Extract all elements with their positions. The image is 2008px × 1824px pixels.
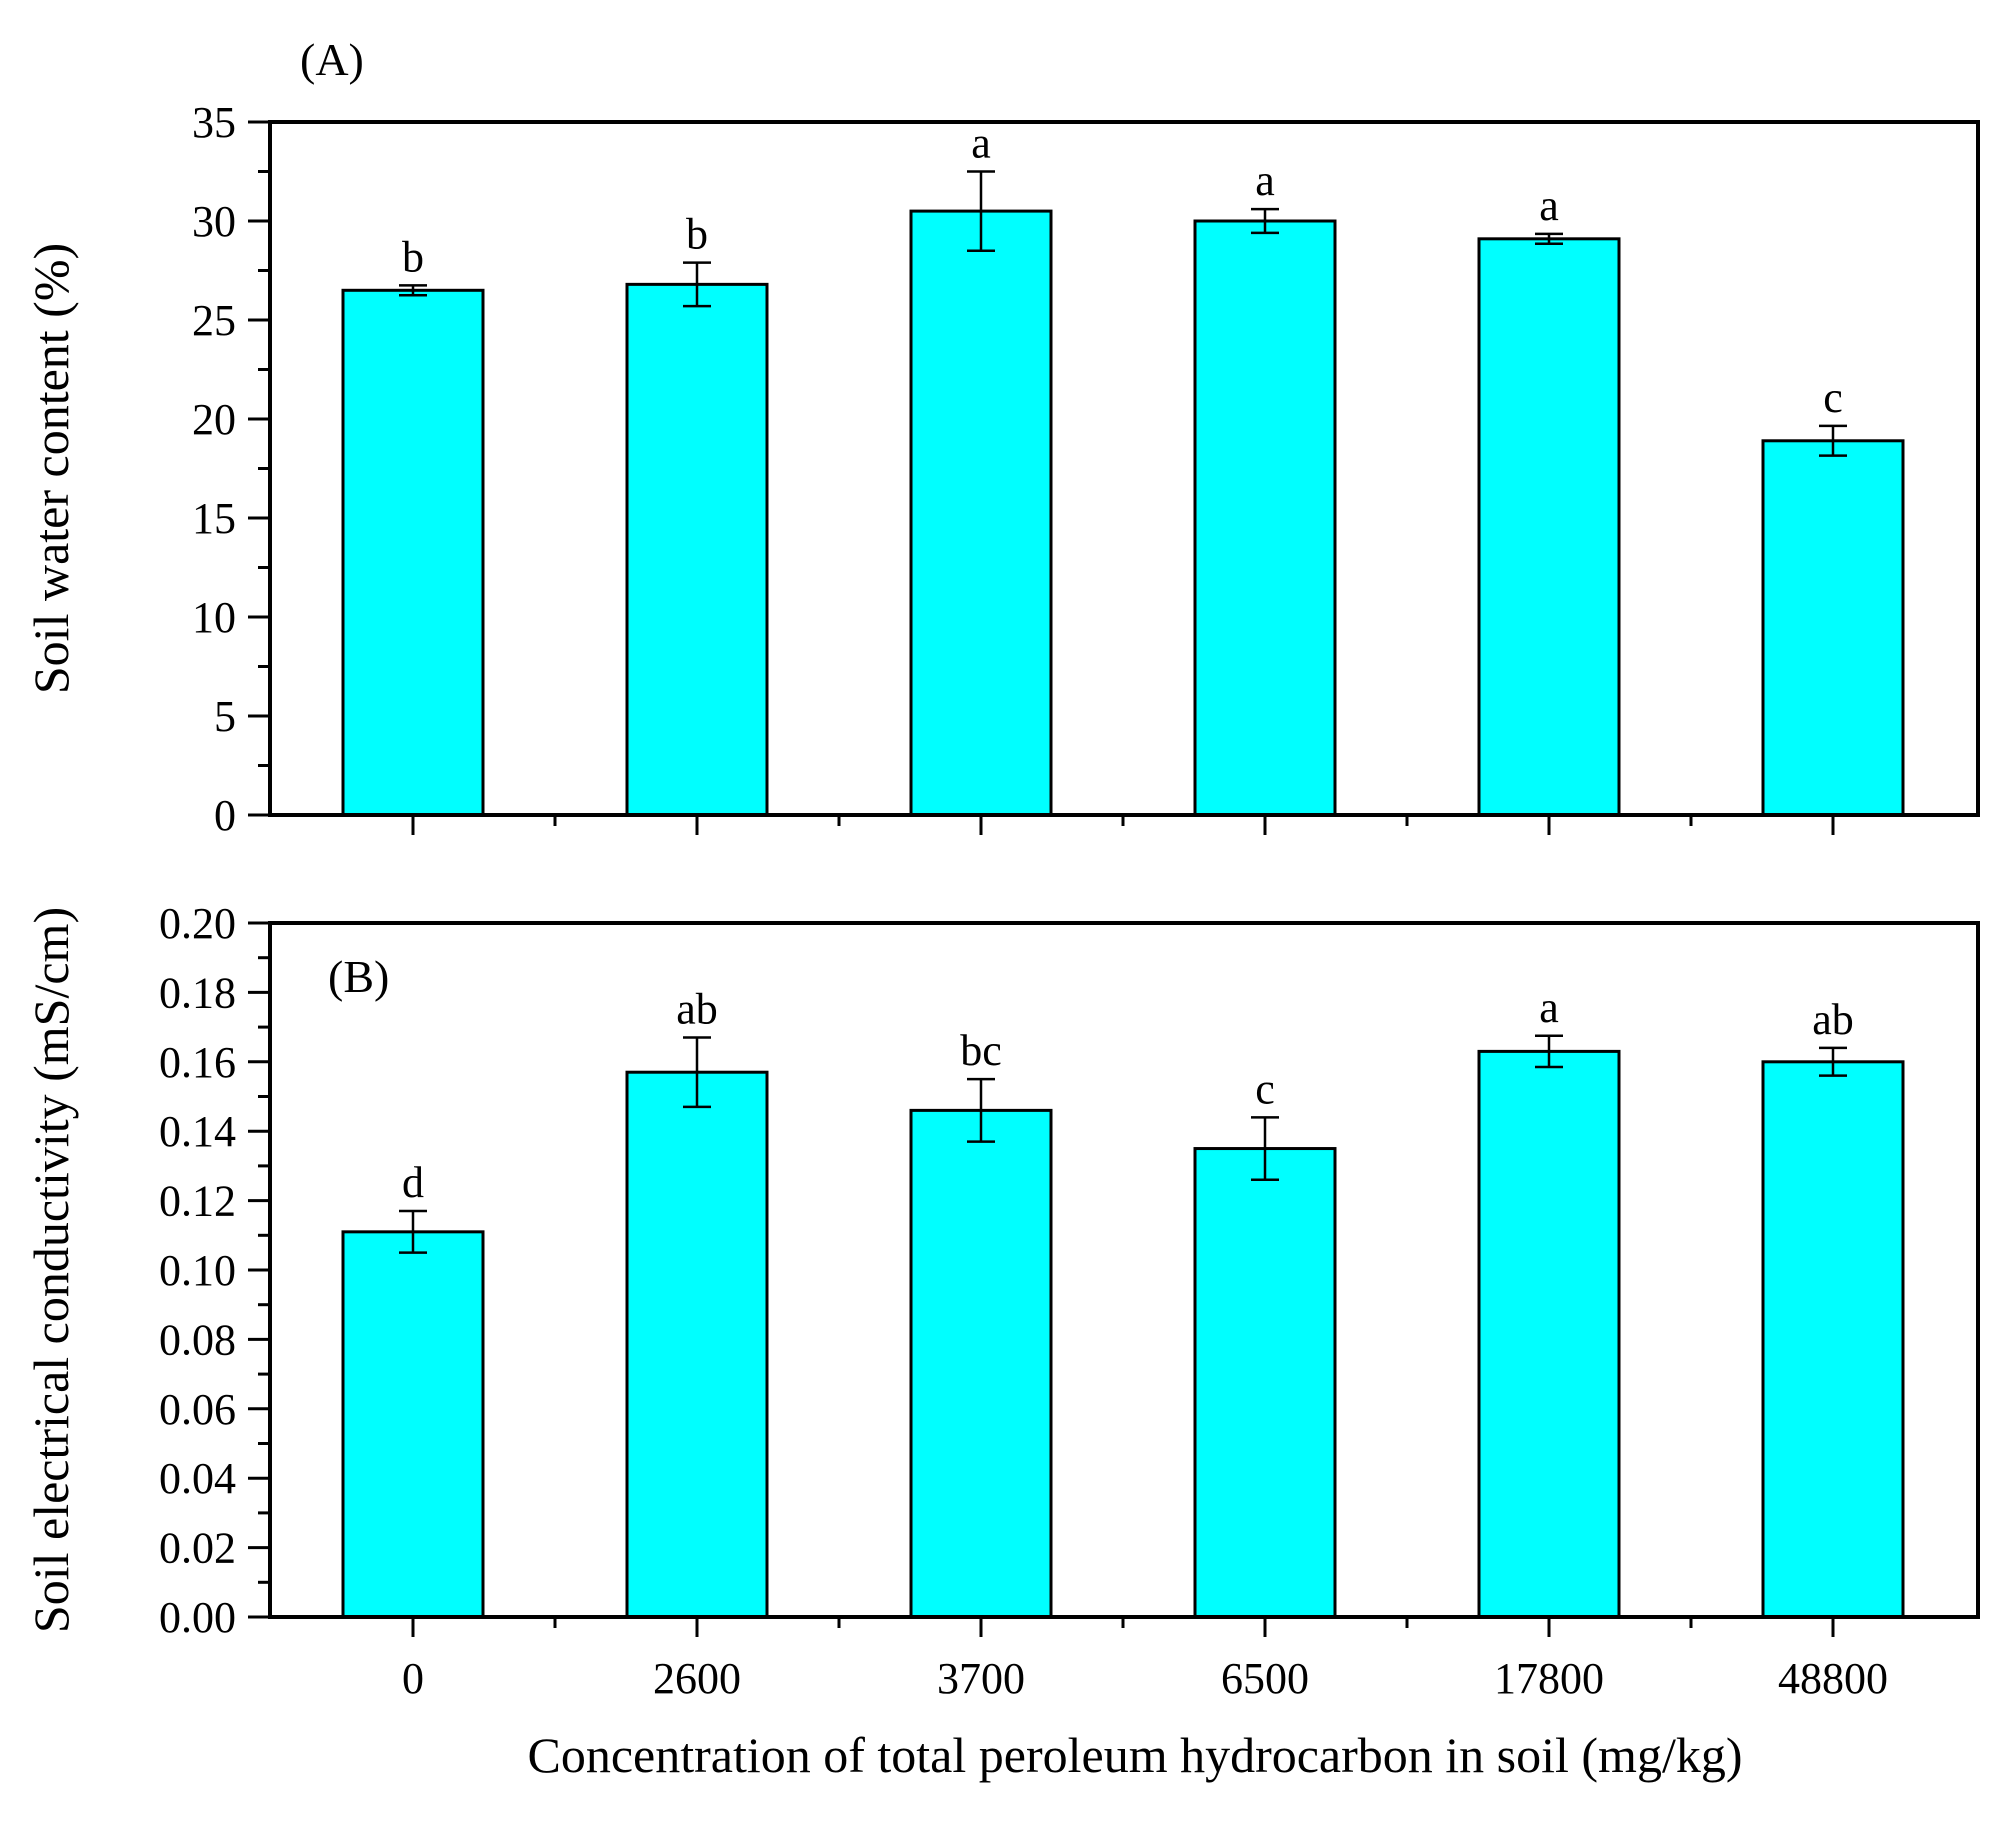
y-tick-label: 15: [192, 494, 236, 543]
bar-0: [341, 1230, 485, 1619]
bar-2600: [625, 1070, 769, 1619]
significance-label-2600: ab: [676, 985, 718, 1034]
bar-6500: [1193, 219, 1337, 817]
significance-label-6500: a: [1255, 156, 1275, 205]
bar-0: [341, 288, 485, 817]
panel-label: (A): [300, 34, 364, 85]
y-tick-label: 0.14: [159, 1107, 236, 1156]
significance-label-48800: c: [1823, 373, 1843, 422]
y-tick-label: 0.02: [159, 1524, 236, 1573]
y-tick-label: 0.00: [159, 1593, 236, 1642]
plot-frame: [268, 921, 1980, 1619]
significance-label-3700: a: [971, 119, 991, 168]
significance-label-0: d: [402, 1158, 424, 1207]
panel-label: (B): [328, 951, 389, 1002]
x-axis-title: Concentration of total peroleum hydrocar…: [528, 1727, 1743, 1783]
significance-label-0: b: [402, 232, 424, 281]
x-tick-label: 0: [402, 1654, 424, 1703]
y-axis-title: Soil water content (%): [23, 243, 79, 694]
significance-label-2600: b: [686, 210, 708, 259]
y-tick-label: 35: [192, 98, 236, 147]
bar-3700: [909, 209, 1053, 817]
significance-label-48800: ab: [1812, 995, 1854, 1044]
bar-2600: [625, 282, 769, 817]
x-tick-label: 6500: [1221, 1654, 1309, 1703]
y-tick-label: 0.04: [159, 1454, 236, 1503]
y-tick-label: 20: [192, 395, 236, 444]
plot-frame: [268, 120, 1980, 817]
x-tick-label: 17800: [1494, 1654, 1604, 1703]
y-tick-label: 10: [192, 593, 236, 642]
bar-48800: [1761, 439, 1905, 817]
significance-label-3700: bc: [960, 1026, 1002, 1075]
bar-17800: [1477, 237, 1621, 817]
y-tick-label: 0: [214, 791, 236, 840]
x-tick-label: 2600: [653, 1654, 741, 1703]
significance-label-17800: a: [1539, 983, 1559, 1032]
significance-label-17800: a: [1539, 181, 1559, 230]
panel-b-chart: d ab bc c a ab 0.00 0.02 0.04 0.06 0.08 0.10 0.12 0.1…: [23, 899, 1980, 1703]
y-tick-label: 0.18: [159, 968, 236, 1017]
y-tick-label: 0.12: [159, 1177, 236, 1226]
y-tick-label: 5: [214, 692, 236, 741]
bar-17800: [1477, 1049, 1621, 1619]
bar-48800: [1761, 1060, 1905, 1619]
y-tick-label: 25: [192, 296, 236, 345]
significance-label-6500: c: [1255, 1064, 1275, 1113]
bar-6500: [1193, 1147, 1337, 1619]
y-axis-title: Soil electrical conductivity (mS/cm): [23, 907, 79, 1633]
y-tick-label: 0.08: [159, 1315, 236, 1364]
y-tick-label: 0.20: [159, 899, 236, 948]
panel-a-chart: b b a a a c 0 5 10 15 20 25 30 35 (A) Soil water conten…: [23, 34, 1980, 840]
y-tick-label: 0.10: [159, 1246, 236, 1295]
y-tick-label: 0.16: [159, 1038, 236, 1087]
x-tick-label: 3700: [937, 1654, 1025, 1703]
y-tick-label: 30: [192, 197, 236, 246]
x-tick-label: 48800: [1778, 1654, 1888, 1703]
y-tick-label: 0.06: [159, 1385, 236, 1434]
bar-3700: [909, 1108, 1053, 1619]
